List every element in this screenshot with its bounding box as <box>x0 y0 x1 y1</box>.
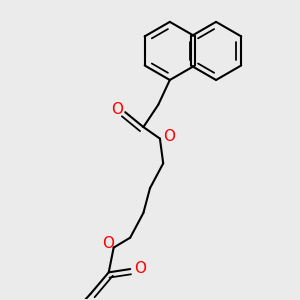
Text: O: O <box>134 261 146 276</box>
Text: O: O <box>163 130 175 145</box>
Text: O: O <box>111 102 123 117</box>
Text: O: O <box>102 236 114 251</box>
